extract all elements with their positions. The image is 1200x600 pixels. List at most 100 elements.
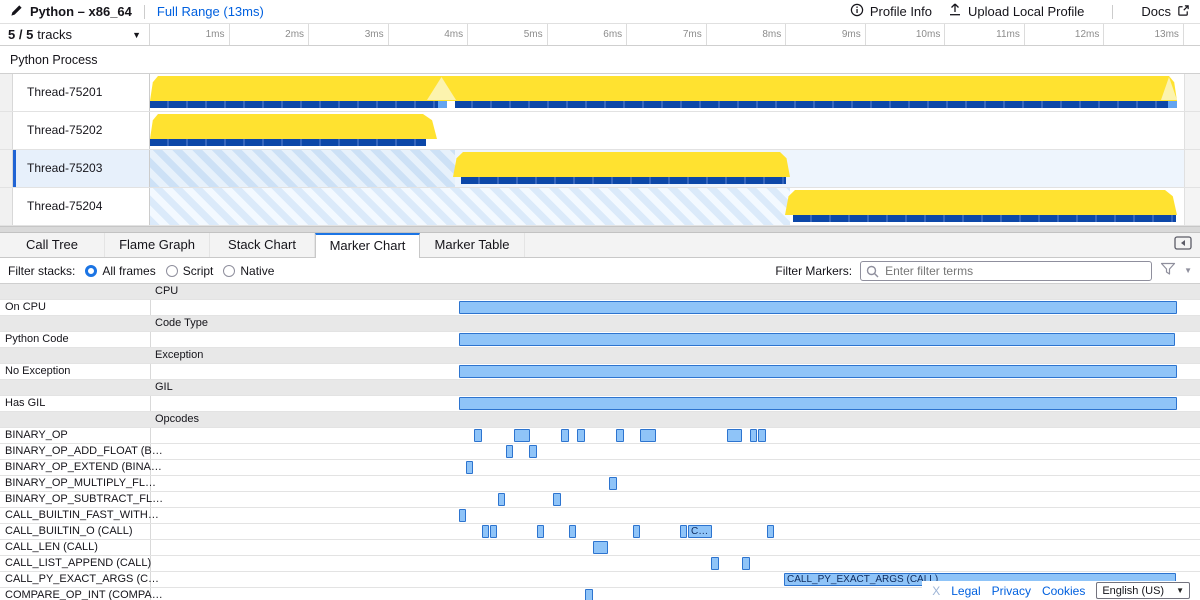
marker-bar[interactable] [459, 301, 1177, 314]
open-sidebar-button[interactable] [1174, 233, 1200, 257]
row-separator [150, 572, 151, 587]
row-separator [150, 364, 151, 379]
samples-strip [150, 101, 1177, 108]
marker-bar[interactable] [758, 429, 766, 442]
footer-close-button[interactable]: X [932, 583, 941, 598]
ruler-tick: 2ms [230, 24, 310, 45]
marker-bar[interactable] [767, 525, 774, 538]
tracks-visibility-dropdown[interactable]: 5 / 5 tracks ▼ [0, 24, 150, 45]
track-activity-graph[interactable] [150, 74, 1184, 111]
track-row-thread-75204[interactable]: Thread-75204 [0, 188, 1200, 226]
full-range-link[interactable]: Full Range (13ms) [156, 4, 264, 19]
track-activity-graph[interactable] [150, 150, 1184, 187]
language-select[interactable]: English (US) ▼ [1096, 582, 1190, 599]
track-gutter [0, 74, 13, 111]
footer-link-legal[interactable]: Legal [951, 583, 981, 598]
ruler-tick: 3ms [309, 24, 389, 45]
marker-row: Has GIL [0, 396, 1200, 412]
ruler-tick: 9ms [786, 24, 866, 45]
samples-strip [150, 139, 426, 146]
marker-bar[interactable] [640, 429, 656, 442]
row-separator [150, 332, 151, 347]
tracks-count: 5 / 5 [8, 27, 34, 42]
marker-bar[interactable] [742, 557, 750, 570]
marker-row-label: Opcodes [155, 413, 200, 425]
marker-row-label: CALL_PY_EXACT_ARGS (C… [5, 573, 160, 585]
marker-bar[interactable] [466, 461, 473, 474]
track-row-thread-75202[interactable]: Thread-75202 [0, 112, 1200, 150]
row-separator [150, 508, 151, 523]
marker-row-label: Exception [155, 349, 204, 361]
track-row-thread-75203[interactable]: Thread-75203 [0, 150, 1200, 188]
marker-bar[interactable] [727, 429, 742, 442]
marker-bar[interactable] [537, 525, 544, 538]
ruler-tick: 11ms [945, 24, 1025, 45]
marker-bar[interactable] [633, 525, 640, 538]
marker-bar[interactable] [482, 525, 489, 538]
marker-bar[interactable] [514, 429, 530, 442]
marker-filter-input[interactable] [860, 260, 1153, 281]
marker-bar[interactable] [711, 557, 719, 570]
track-scroll-gutter [1184, 112, 1200, 149]
tab-stack-chart[interactable]: Stack Chart [210, 233, 315, 257]
track-gutter [0, 188, 13, 225]
docs-button[interactable]: Docs [1141, 4, 1190, 20]
radio-all-frames[interactable]: All frames [85, 264, 156, 278]
marker-bar[interactable] [561, 429, 569, 442]
tab-marker-table[interactable]: Marker Table [420, 233, 525, 257]
marker-category-header: Opcodes [0, 412, 1200, 428]
radio-script[interactable]: Script [165, 264, 213, 278]
marker-bar[interactable]: C… [688, 525, 712, 538]
ruler-tick: 4ms [389, 24, 469, 45]
marker-bar[interactable] [459, 365, 1177, 378]
upload-profile-button[interactable]: Upload Local Profile [948, 3, 1084, 20]
ruler-tick: 7ms [627, 24, 707, 45]
marker-bar[interactable] [529, 445, 537, 458]
language-value: English (US) [1102, 584, 1165, 597]
marker-bar[interactable] [553, 493, 561, 506]
footer-link-privacy[interactable]: Privacy [991, 583, 1031, 598]
tab-marker-chart[interactable]: Marker Chart [315, 233, 420, 258]
footer-link-cookies[interactable]: Cookies [1041, 583, 1086, 598]
marker-bar[interactable] [459, 397, 1177, 410]
tab-call-tree[interactable]: Call Tree [0, 233, 105, 257]
marker-category-header: CPU [0, 284, 1200, 300]
marker-bar[interactable] [577, 429, 585, 442]
track-activity-graph[interactable] [150, 188, 1184, 225]
sidebar-toggle-icon [1174, 235, 1192, 255]
marker-row-label: Python Code [5, 333, 69, 345]
marker-row-label: BINARY_OP [5, 429, 68, 441]
marker-bar[interactable] [750, 429, 757, 442]
marker-bar[interactable] [506, 445, 513, 458]
marker-row: Python Code [0, 332, 1200, 348]
filter-funnel-icon[interactable] [1160, 262, 1176, 279]
panel-splitter[interactable] [0, 226, 1200, 233]
thread-tracks: Thread-75201 Thread-75202 Thread-75203 Thre… [0, 74, 1200, 226]
marker-bar[interactable] [459, 509, 466, 522]
marker-bar[interactable] [616, 429, 624, 442]
process-track-header[interactable]: Python Process [0, 46, 1200, 74]
upload-icon [948, 3, 962, 20]
tab-flame-graph[interactable]: Flame Graph [105, 233, 210, 257]
track-label: Thread-75203 [13, 150, 150, 187]
marker-row: COMPARE_OP_INT (COMPA… [0, 588, 1200, 600]
marker-bar[interactable] [680, 525, 687, 538]
filter-dropdown-arrow[interactable]: ▼ [1184, 266, 1192, 275]
radio-native[interactable]: Native [223, 264, 274, 278]
marker-bar[interactable] [593, 541, 608, 554]
samples-strip-gap [447, 101, 455, 108]
marker-bar[interactable] [490, 525, 497, 538]
profile-info-button[interactable]: Profile Info [850, 3, 932, 20]
cpu-usage-graph [150, 76, 1177, 101]
marker-bar[interactable] [585, 589, 593, 600]
track-activity-graph[interactable] [150, 112, 1184, 149]
marker-bar[interactable] [474, 429, 482, 442]
track-row-thread-75201[interactable]: Thread-75201 [0, 74, 1200, 112]
track-label: Thread-75202 [13, 112, 150, 149]
marker-bar[interactable] [459, 333, 1175, 346]
marker-bar[interactable] [569, 525, 576, 538]
marker-bar[interactable] [609, 477, 617, 490]
profile-name-button[interactable]: Python – x86_64 [10, 4, 132, 20]
marker-bar[interactable] [498, 493, 505, 506]
